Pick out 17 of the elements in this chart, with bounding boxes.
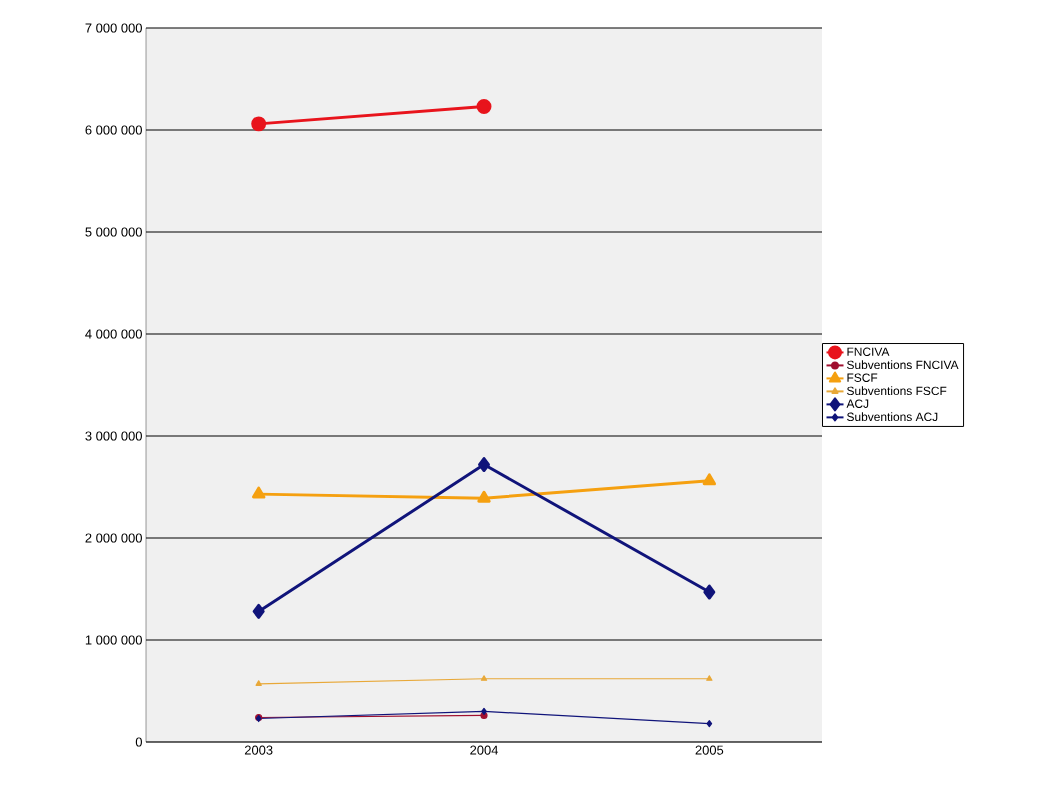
y-tick-label: 7 000 000 xyxy=(85,23,142,33)
x-tick-label: 2003 xyxy=(244,745,273,755)
x-tick-label: 2005 xyxy=(695,745,724,755)
x-tick-label: 2004 xyxy=(470,745,499,755)
legend-label: Subventions FNCIVA xyxy=(847,360,959,370)
y-tick-label: 6 000 000 xyxy=(85,125,142,135)
legend-label: Subventions FSCF xyxy=(847,386,947,396)
legend-label: Subventions ACJ xyxy=(847,412,938,422)
legend-label: FNCIVA xyxy=(847,347,890,356)
y-tick-label: 3 000 000 xyxy=(85,431,142,441)
legend-label: ACJ xyxy=(846,399,869,408)
y-tick-label: 0 xyxy=(135,737,142,747)
y-tick-label: 5 000 000 xyxy=(85,227,142,237)
y-tick-label: 4 000 000 xyxy=(85,329,142,339)
y-tick-label: 1 000 000 xyxy=(85,635,142,645)
legend-label: FSCF xyxy=(847,373,878,382)
y-tick-label: 2 000 000 xyxy=(85,533,142,543)
